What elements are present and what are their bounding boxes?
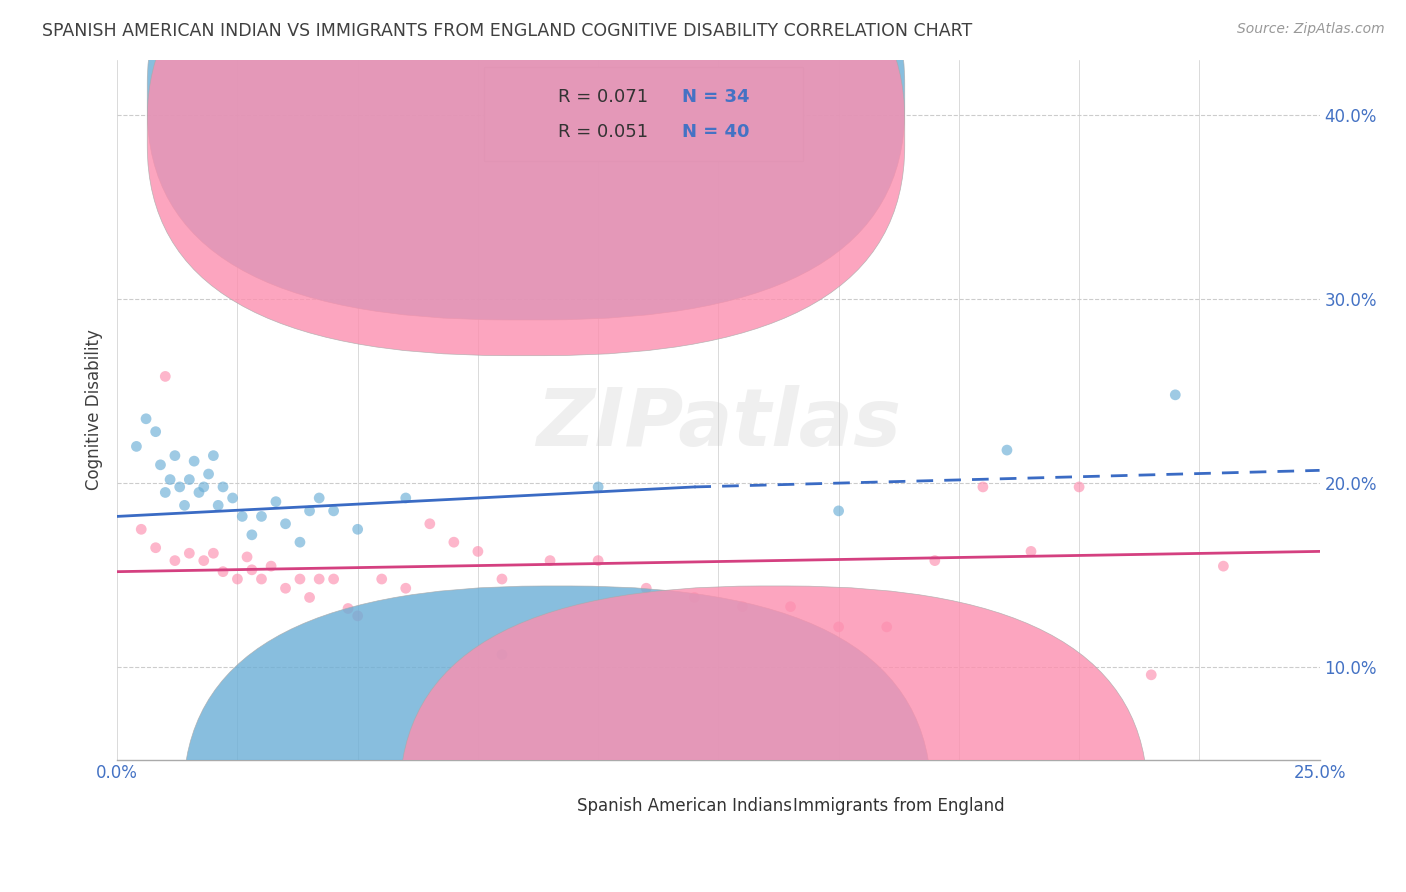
Point xyxy=(395,491,418,505)
Point xyxy=(125,439,148,453)
Point xyxy=(586,480,609,494)
Point xyxy=(135,411,157,425)
Point xyxy=(197,467,219,481)
Point xyxy=(231,509,253,524)
Point xyxy=(179,473,201,487)
Point xyxy=(924,553,946,567)
Point xyxy=(683,591,706,605)
Point xyxy=(173,499,195,513)
Point xyxy=(169,480,191,494)
Point xyxy=(298,504,321,518)
Point xyxy=(298,591,321,605)
Point xyxy=(779,599,801,614)
Point xyxy=(419,516,441,531)
Point xyxy=(337,601,360,615)
Point xyxy=(145,541,167,555)
Text: N = 34: N = 34 xyxy=(682,87,749,105)
FancyBboxPatch shape xyxy=(183,586,931,892)
Point xyxy=(202,546,225,560)
FancyBboxPatch shape xyxy=(399,586,1147,892)
Point xyxy=(827,620,849,634)
Point xyxy=(636,581,658,595)
Point xyxy=(193,553,215,567)
Point xyxy=(308,491,330,505)
Point xyxy=(129,522,152,536)
Point xyxy=(467,544,489,558)
Point xyxy=(346,608,368,623)
Point xyxy=(346,522,368,536)
Point xyxy=(1067,480,1090,494)
Point xyxy=(322,572,344,586)
Point xyxy=(250,572,273,586)
Text: R = 0.051: R = 0.051 xyxy=(558,123,648,142)
Point xyxy=(995,443,1018,458)
Point xyxy=(163,553,186,567)
Point xyxy=(395,581,418,595)
Point xyxy=(972,480,994,494)
Text: Source: ZipAtlas.com: Source: ZipAtlas.com xyxy=(1237,22,1385,37)
Point xyxy=(159,473,181,487)
Text: N = 40: N = 40 xyxy=(682,123,749,142)
Y-axis label: Cognitive Disability: Cognitive Disability xyxy=(86,329,103,490)
Point xyxy=(207,499,229,513)
Point xyxy=(370,572,392,586)
Point xyxy=(193,480,215,494)
Point xyxy=(322,504,344,518)
Point xyxy=(145,425,167,439)
Text: Spanish American Indians: Spanish American Indians xyxy=(576,797,792,815)
Point xyxy=(240,528,263,542)
Point xyxy=(226,572,249,586)
Point xyxy=(188,485,211,500)
Point xyxy=(264,494,287,508)
Text: Immigrants from England: Immigrants from England xyxy=(793,797,1004,815)
Point xyxy=(1019,544,1042,558)
Point xyxy=(443,535,465,549)
FancyBboxPatch shape xyxy=(484,67,803,161)
Point xyxy=(1164,388,1187,402)
Point xyxy=(212,480,235,494)
Point xyxy=(586,553,609,567)
Point xyxy=(876,620,898,634)
Point xyxy=(1140,668,1163,682)
Point xyxy=(274,581,297,595)
Point xyxy=(236,549,259,564)
Point xyxy=(155,485,177,500)
Point xyxy=(260,559,283,574)
Point xyxy=(1212,559,1234,574)
Point xyxy=(274,516,297,531)
Point xyxy=(731,599,754,614)
Point xyxy=(155,369,177,384)
Text: ZIPatlas: ZIPatlas xyxy=(536,384,901,463)
Point xyxy=(288,535,311,549)
Point xyxy=(538,553,561,567)
Point xyxy=(240,563,263,577)
Point xyxy=(288,572,311,586)
Point xyxy=(250,509,273,524)
Point xyxy=(308,572,330,586)
Text: R = 0.071: R = 0.071 xyxy=(558,87,648,105)
Point xyxy=(827,504,849,518)
Point xyxy=(149,458,172,472)
Point xyxy=(179,546,201,560)
FancyBboxPatch shape xyxy=(148,0,904,320)
FancyBboxPatch shape xyxy=(148,0,904,356)
Text: SPANISH AMERICAN INDIAN VS IMMIGRANTS FROM ENGLAND COGNITIVE DISABILITY CORRELAT: SPANISH AMERICAN INDIAN VS IMMIGRANTS FR… xyxy=(42,22,973,40)
Point xyxy=(202,449,225,463)
Point xyxy=(491,648,513,662)
Point xyxy=(212,565,235,579)
Point xyxy=(183,454,205,468)
Point xyxy=(221,491,243,505)
Point xyxy=(163,449,186,463)
Point xyxy=(491,572,513,586)
